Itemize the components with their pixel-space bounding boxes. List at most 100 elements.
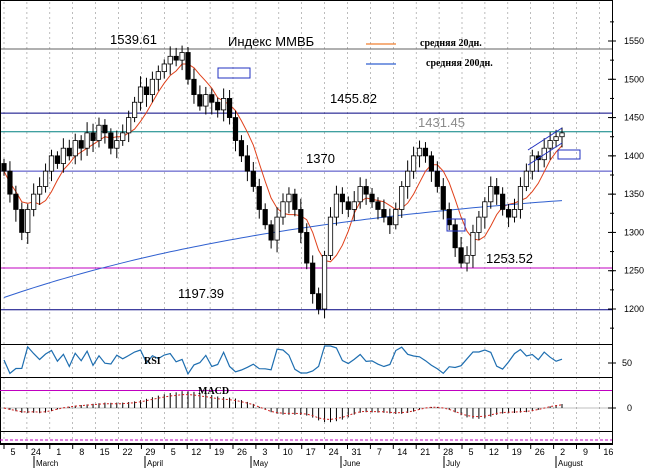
candle-up — [393, 209, 399, 226]
candle-up — [464, 254, 470, 264]
month-label: June — [343, 459, 361, 468]
x-tick-label: 12 — [191, 447, 201, 457]
candlesticks — [1, 45, 565, 319]
candle-up — [155, 71, 161, 80]
macd-tick-label: 0 — [627, 403, 632, 413]
candle-up — [321, 254, 328, 310]
candle-down — [256, 186, 262, 210]
candle-down — [440, 186, 446, 210]
rsi-tick-label: 50 — [622, 358, 632, 368]
price-tick-label: 1300 — [624, 227, 644, 237]
candle-down — [458, 247, 464, 264]
candle-up — [72, 140, 78, 157]
candle-down — [292, 193, 298, 210]
x-tick-label: 19 — [512, 447, 522, 457]
x-tick-label: 10 — [283, 447, 293, 457]
price-tick-label: 1500 — [624, 74, 644, 84]
candle-down — [78, 140, 84, 149]
candle-up — [511, 209, 518, 218]
candle-down — [7, 170, 13, 195]
candle-up — [120, 132, 126, 141]
candle-down — [143, 86, 150, 95]
candle-up — [488, 186, 494, 203]
candle-down — [244, 155, 250, 172]
candle-up — [37, 186, 43, 195]
candle-down — [209, 94, 215, 103]
marker-box — [446, 218, 466, 232]
candle-down — [316, 293, 322, 310]
level-label-1539: 1539.61 — [110, 32, 157, 47]
x-tick-label: 5 — [10, 447, 15, 457]
x-tick-label: 1 — [56, 447, 61, 457]
candle-down — [232, 117, 239, 141]
candle-up — [476, 216, 482, 233]
x-tick-label: 28 — [443, 447, 453, 457]
macd-panel — [0, 390, 612, 441]
candle-up — [351, 201, 357, 210]
price-tick-label: 1350 — [624, 189, 644, 199]
price-tick-label: 1400 — [624, 151, 644, 161]
candle-up — [399, 186, 405, 210]
month-label: May — [253, 459, 268, 468]
price-tick-label: 1550 — [624, 36, 644, 46]
price-tick-label: 1250 — [624, 266, 644, 276]
candle-up — [131, 101, 138, 118]
x-tick-label: 15 — [100, 447, 110, 457]
level-label-1370: 1370 — [306, 151, 335, 166]
level-label-1455: 1455.82 — [330, 91, 377, 106]
level-label-1253: 1253.52 — [486, 251, 533, 266]
x-tick-label: 26 — [237, 447, 247, 457]
candle-down — [304, 232, 310, 264]
candle-up — [523, 170, 529, 187]
candle-down — [1, 163, 7, 172]
macd-label: MACD — [198, 386, 229, 397]
candle-down — [185, 52, 191, 80]
x-tick-label: 19 — [214, 447, 224, 457]
level-label-1197: 1197.39 — [178, 286, 224, 301]
candle-down — [452, 224, 458, 249]
x-tick-label: 21 — [420, 447, 430, 457]
month-label: April — [147, 459, 163, 468]
month-label: August — [558, 459, 584, 468]
x-tick-label: 3 — [262, 447, 267, 457]
candle-down — [108, 132, 114, 149]
candle-down — [66, 147, 72, 157]
candle-down — [191, 78, 197, 95]
x-tick-label: 7 — [377, 447, 382, 457]
candle-up — [161, 63, 167, 73]
candle-down — [369, 193, 375, 203]
moving-averages — [3, 63, 563, 298]
candle-up — [126, 117, 132, 134]
x-tick-label: 22 — [122, 447, 132, 457]
candle-down — [54, 155, 61, 164]
month-label: July — [446, 459, 460, 468]
candle-down — [268, 224, 274, 241]
candle-up — [274, 216, 280, 241]
annotations — [217, 67, 581, 232]
candle-up — [517, 186, 524, 210]
candle-down — [428, 155, 435, 172]
rsi-line — [3, 345, 563, 376]
candle-up — [416, 147, 423, 157]
candle-up — [167, 55, 173, 65]
candle-up — [31, 193, 37, 210]
candle-up — [286, 193, 292, 203]
candle-down — [345, 201, 351, 210]
ma200-line — [3, 200, 563, 298]
legend-label-ma200: средняя 200дн. — [426, 58, 493, 69]
candle-down — [446, 209, 452, 226]
channel-upper — [527, 127, 563, 151]
legend-label-ma20: средняя 20дн. — [420, 38, 482, 49]
price-tick-label: 1200 — [624, 304, 644, 314]
x-tick-label: 24 — [329, 447, 339, 457]
candle-up — [48, 155, 55, 172]
candle-down — [505, 209, 512, 218]
candle-down — [250, 170, 256, 187]
candle-down — [422, 147, 429, 157]
candle-down — [19, 209, 25, 233]
candle-down — [310, 262, 316, 295]
candle-down — [226, 98, 233, 118]
candle-down — [339, 193, 345, 203]
candle-up — [60, 147, 66, 164]
